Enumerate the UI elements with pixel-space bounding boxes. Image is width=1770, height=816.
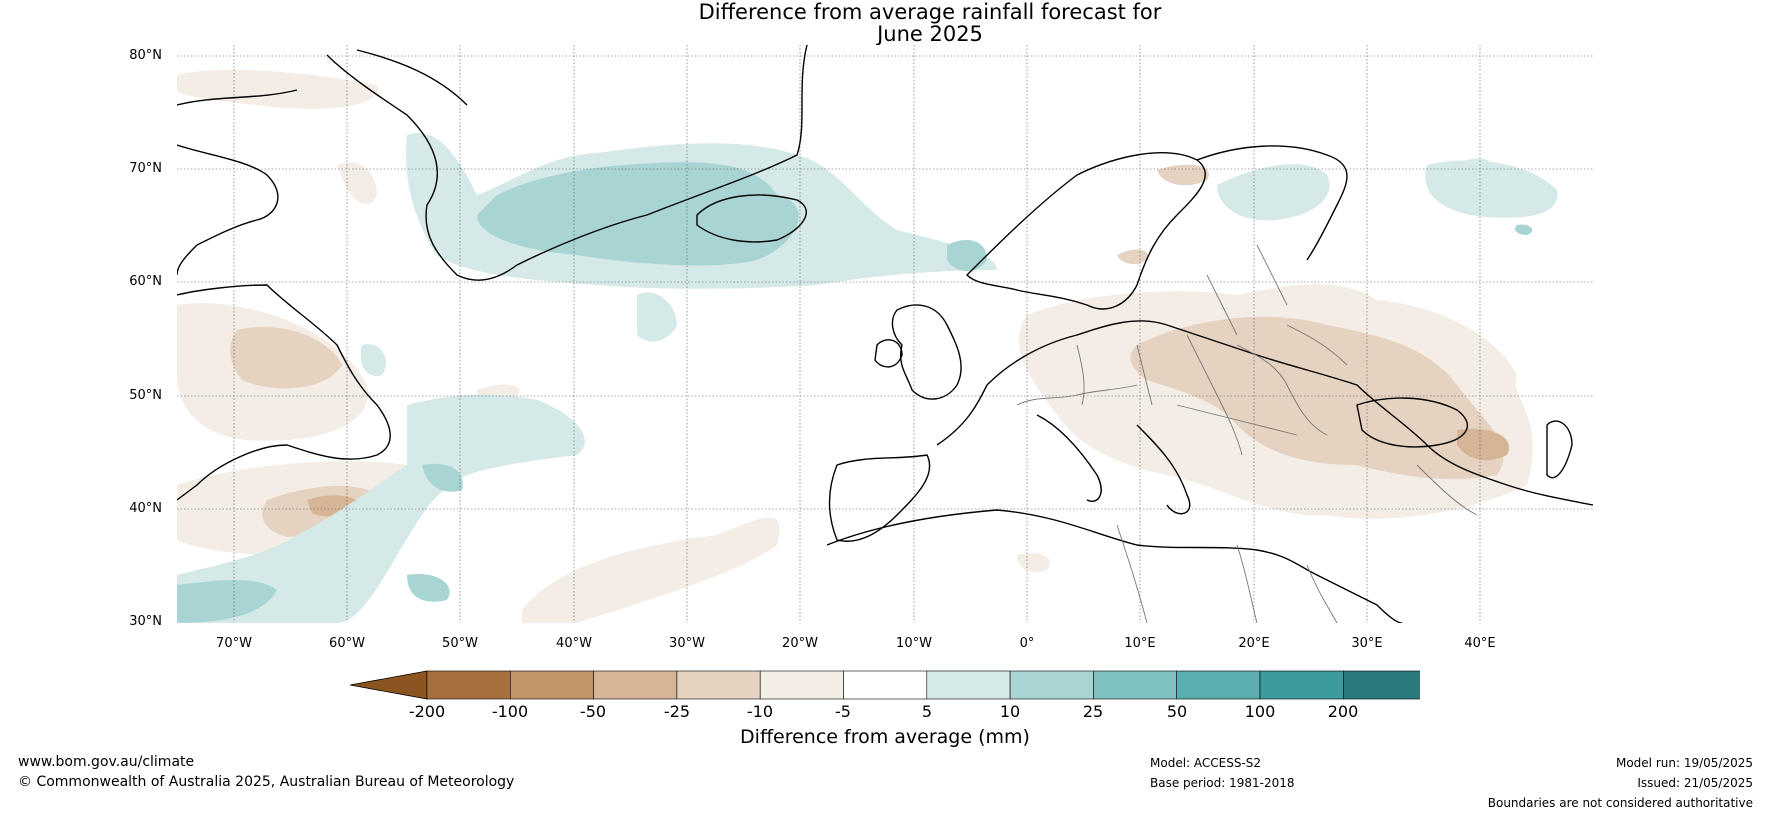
- colorbar-tick-label: 10: [999, 702, 1021, 721]
- colorbar-segment: [593, 670, 678, 700]
- lon-label-70w: 70°W: [216, 636, 252, 651]
- colorbar-segment: [1093, 670, 1178, 700]
- colorbar-segment: [1176, 670, 1261, 700]
- lon-label-10w: 10°W: [896, 636, 932, 651]
- lat-label-30n: 30°N: [129, 614, 162, 629]
- coastlines: [177, 45, 1593, 623]
- colorbar-tick-label: -100: [491, 702, 529, 721]
- colorbar-tick-label: -5: [835, 702, 851, 721]
- lat-label-40n: 40°N: [129, 501, 162, 516]
- lon-label-0: 0°: [1019, 636, 1035, 651]
- colorbar-tick-label: -200: [408, 702, 446, 721]
- lon-label-30w: 30°W: [669, 636, 705, 651]
- graticule-lines: [177, 45, 1593, 623]
- lon-label-60w: 60°W: [329, 636, 365, 651]
- colorbar: [350, 670, 1420, 700]
- colorbar-segment: [1009, 670, 1094, 700]
- country-borders: [1016, 244, 1478, 623]
- map-title-line2: June 2025: [877, 22, 983, 46]
- model-text: Model: ACCESS-S2: [1150, 756, 1262, 770]
- lat-label-70n: 70°N: [129, 161, 162, 176]
- lat-label-60n: 60°N: [129, 274, 162, 289]
- issued-text: Issued: 21/05/2025: [1637, 776, 1753, 790]
- colorbar-tick-label: -50: [579, 702, 607, 721]
- disclaimer-text: Boundaries are not considered authoritat…: [1487, 796, 1753, 810]
- lon-label-40e: 40°E: [1464, 636, 1496, 651]
- lat-label-80n: 80°N: [129, 48, 162, 63]
- colorbar-tick-label: 25: [1082, 702, 1104, 721]
- colorbar-segment: [843, 670, 928, 700]
- colorbar-segment: [759, 670, 844, 700]
- colorbar-segment: [426, 670, 511, 700]
- lon-label-20w: 20°W: [782, 636, 818, 651]
- map-title-line1: Difference from average rainfall forecas…: [698, 0, 1162, 24]
- lat-label-50n: 50°N: [129, 388, 162, 403]
- colorbar-segment: [510, 670, 594, 700]
- copyright-text: © Commonwealth of Australia 2025, Austra…: [18, 774, 515, 790]
- lon-label-50w: 50°W: [442, 636, 478, 651]
- colorbar-tick-label: -25: [663, 702, 691, 721]
- lon-label-40w: 40°W: [556, 636, 592, 651]
- colorbar-segment: [926, 670, 1011, 700]
- colorbar-tick-label: -10: [746, 702, 774, 721]
- lon-label-30e: 30°E: [1351, 636, 1383, 651]
- colorbar-arrow-low: [350, 670, 428, 700]
- colorbar-tick-label: 200: [1327, 702, 1359, 721]
- colorbar-tick-label: 50: [1166, 702, 1188, 721]
- colorbar-segment: [1342, 670, 1420, 700]
- model-run-text: Model run: 19/05/2025: [1615, 756, 1753, 770]
- colorbar-tick-label: 100: [1244, 702, 1276, 721]
- colorbar-tick-label: 5: [921, 702, 933, 721]
- colorbar-segment: [676, 670, 761, 700]
- colorbar-title: Difference from average (mm): [740, 726, 1030, 748]
- colorbar-segment: [1259, 670, 1344, 700]
- lon-label-10e: 10°E: [1124, 636, 1156, 651]
- lon-label-20e: 20°E: [1238, 636, 1270, 651]
- rainfall-anomaly-map: [177, 45, 1593, 623]
- website-text: www.bom.gov.au/climate: [18, 754, 195, 770]
- base-period-text: Base period: 1981-2018: [1150, 776, 1295, 790]
